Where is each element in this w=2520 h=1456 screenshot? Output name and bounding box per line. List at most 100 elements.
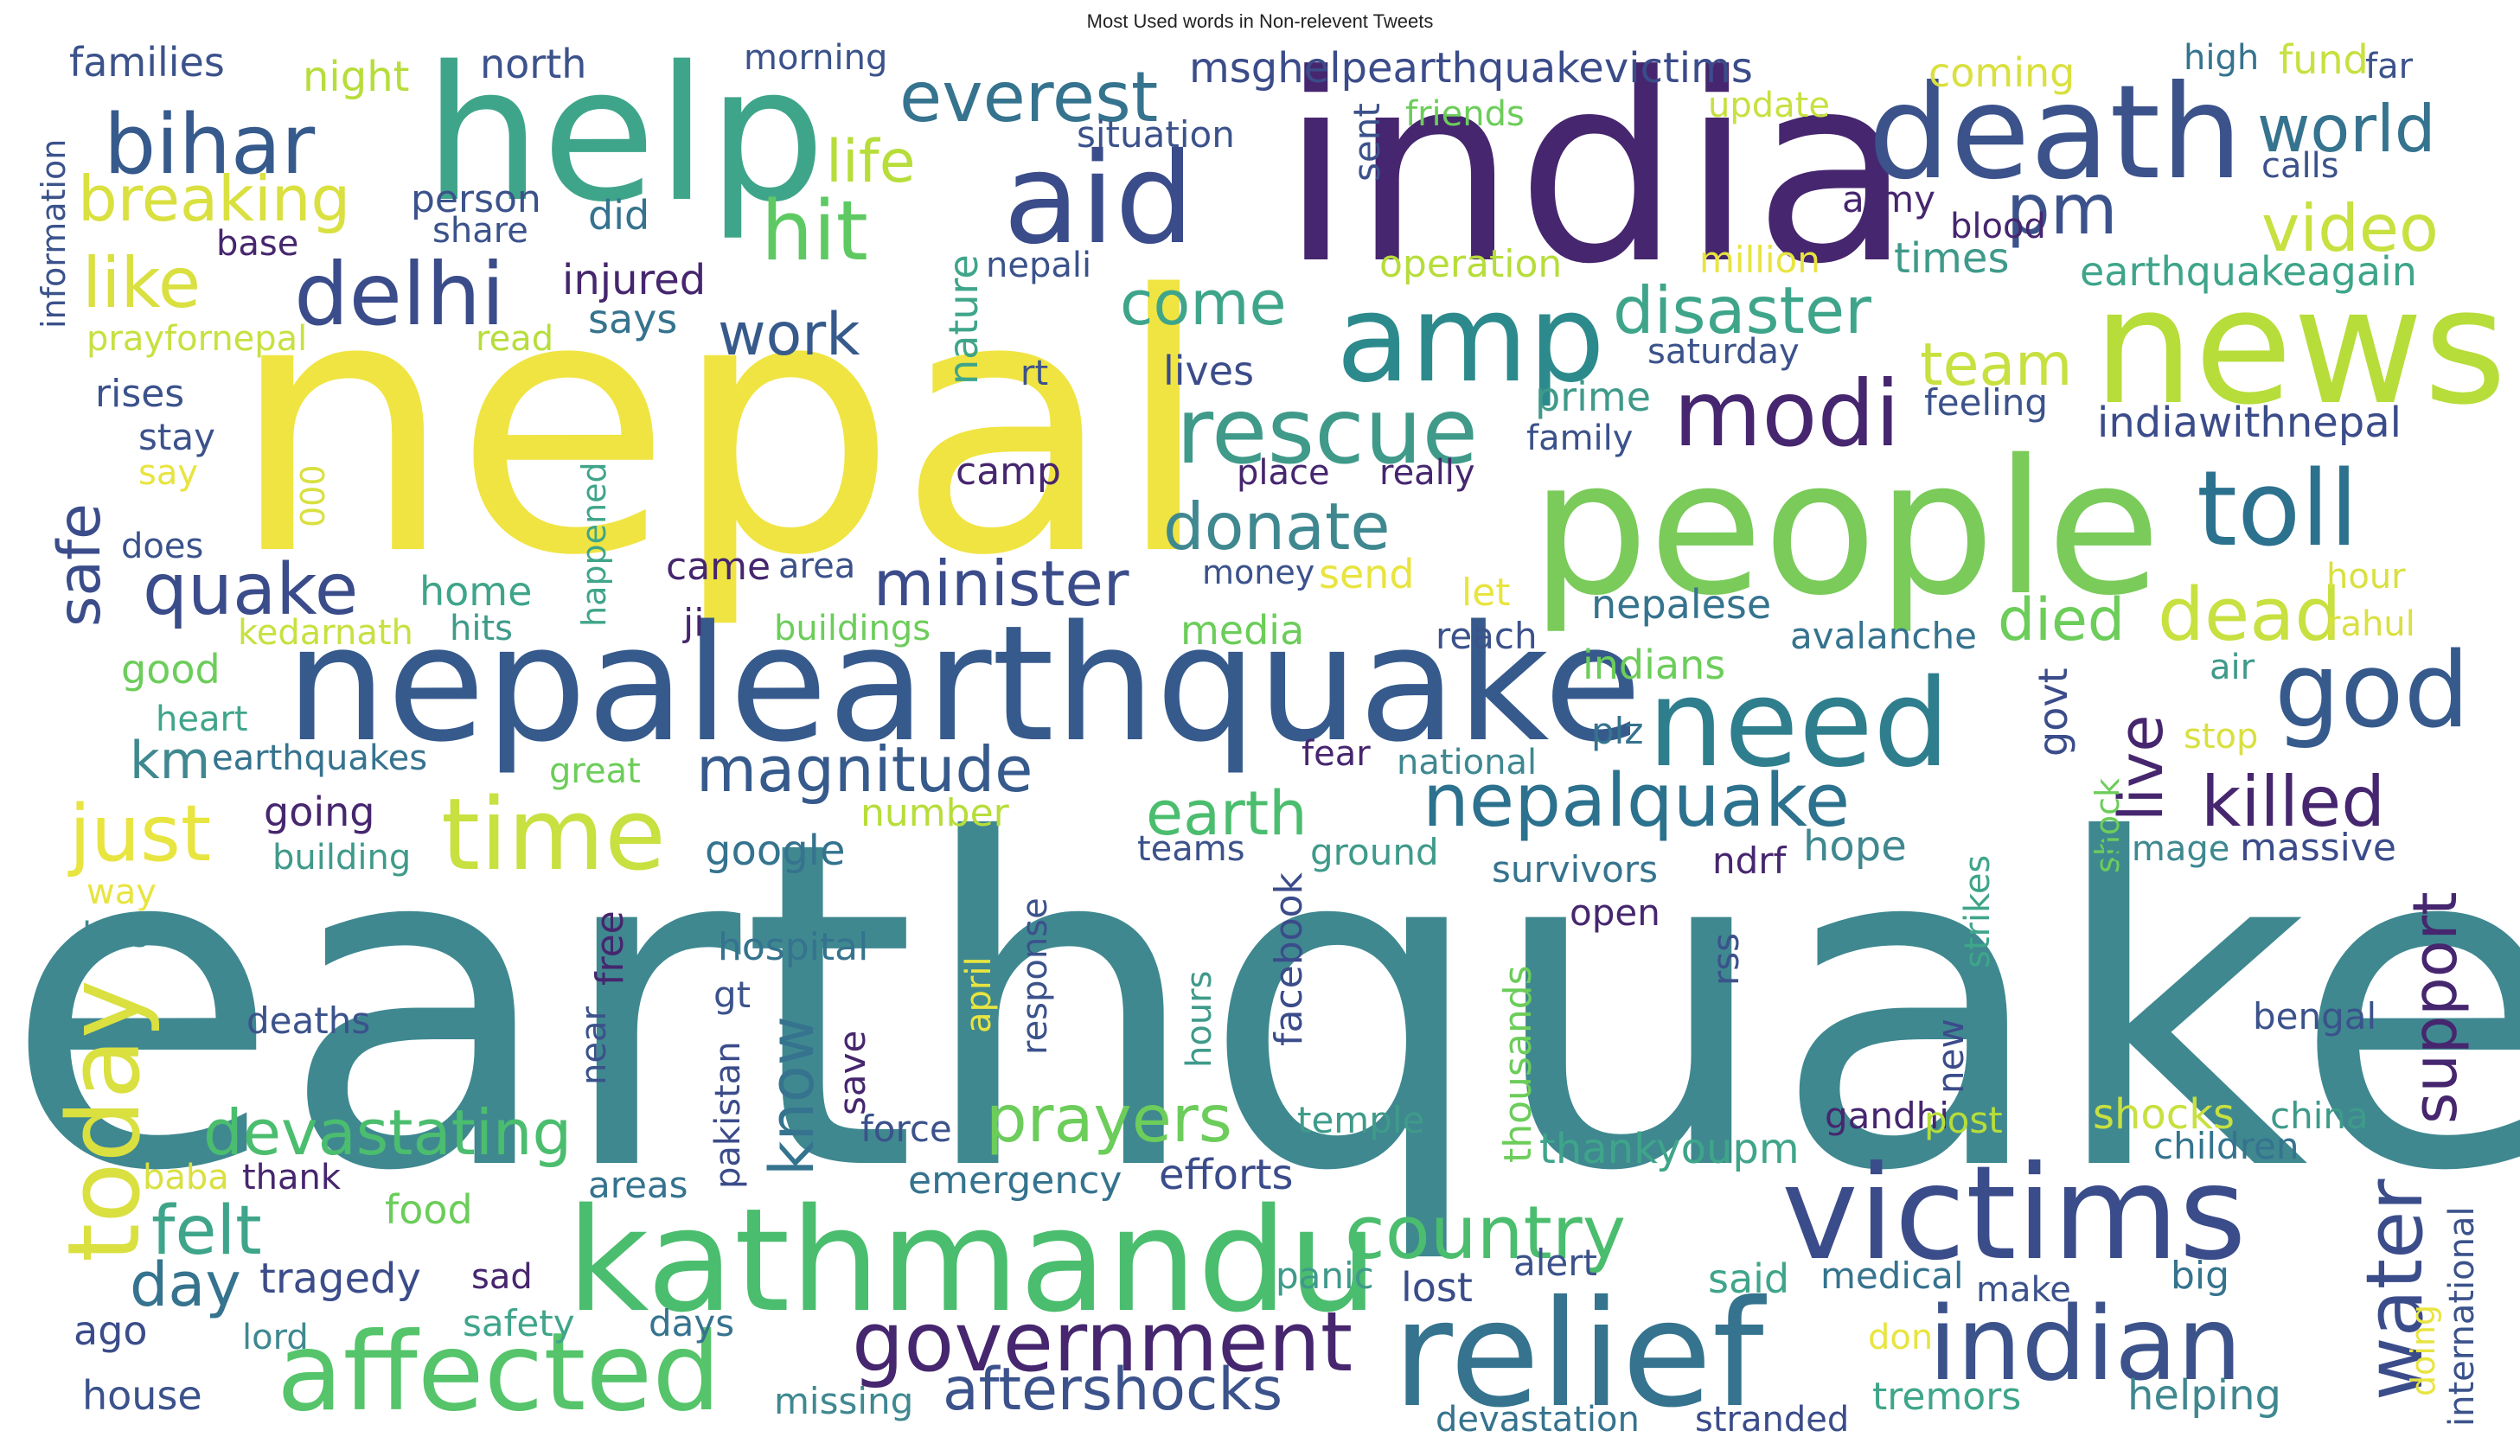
word-thankyoupm: thankyoupm — [1539, 1125, 1800, 1173]
word-response: response — [1015, 897, 1055, 1055]
word-force: force — [860, 1108, 952, 1150]
word-tremors: tremors — [1872, 1375, 2021, 1419]
word-base: base — [216, 224, 298, 264]
word-earthquakeagain: earthquakeagain — [2080, 248, 2417, 295]
word-magnitude: magnitude — [696, 733, 1033, 806]
word-number: number — [860, 791, 1010, 835]
word-really: really — [1379, 453, 1475, 493]
word-live: live — [2106, 715, 2177, 821]
word-rescue: rescue — [1176, 379, 1478, 484]
word-hours: hours — [1180, 971, 1219, 1068]
word-hour: hour — [2326, 557, 2406, 597]
word-shocks: shocks — [2093, 1090, 2235, 1139]
word-damage: damage — [2088, 829, 2229, 869]
word-sad: sad — [471, 1257, 533, 1297]
word-air: air — [2210, 648, 2255, 687]
word-hit: hit — [761, 184, 868, 279]
word-earthquakes: earthquakes — [212, 738, 427, 778]
word-doing: doing — [2404, 1305, 2442, 1396]
word-amp: amp — [1336, 269, 1605, 410]
word-free: free — [588, 910, 632, 986]
word-work: work — [718, 301, 860, 369]
word-relief: relief — [1392, 1269, 1768, 1440]
word-stop: stop — [2184, 717, 2258, 757]
word-friends: friends — [1405, 94, 1525, 134]
word-baba: baba — [143, 1158, 229, 1197]
word-rss: rss — [1705, 933, 1747, 986]
word-rahul: rahul — [2326, 604, 2415, 644]
word-modi: modi — [1673, 361, 1900, 467]
word-open: open — [1570, 891, 1660, 934]
word-nature: nature — [940, 254, 987, 385]
word-million: million — [1699, 239, 1820, 281]
word-fund: fund — [2279, 36, 2369, 83]
word-gt: gt — [713, 974, 751, 1016]
word-life: life — [826, 128, 916, 196]
word-earthquake: earthquake — [3, 745, 2520, 1269]
word-feeling: feeling — [1924, 381, 2048, 424]
word-god: god — [2274, 631, 2470, 751]
word-shock: shock — [2088, 778, 2127, 873]
word-pm: pm — [2006, 169, 2118, 250]
word-camp: camp — [956, 450, 1061, 494]
word-nepal: nepal — [229, 220, 1213, 633]
word-bengal: bengal — [2253, 995, 2376, 1038]
word-sent: sent — [1346, 103, 1388, 182]
word-house: house — [82, 1372, 202, 1419]
word-know: know — [757, 1016, 828, 1176]
word-day: day — [130, 1249, 241, 1320]
word-april: april — [959, 956, 999, 1033]
word-panic: panic — [1276, 1255, 1374, 1297]
word-night: night — [303, 53, 409, 101]
word-gandhi: gandhi — [1825, 1095, 1949, 1137]
word-alert: alert — [1513, 1242, 1597, 1284]
word-minister: minister — [873, 547, 1129, 620]
word-facebook: facebook — [1267, 872, 1311, 1046]
word-govt: govt — [2030, 667, 2076, 757]
word-money: money — [1202, 553, 1314, 591]
word-update: update — [1708, 86, 1830, 125]
word-building: building — [272, 838, 411, 878]
word-earth: earth — [1146, 778, 1308, 849]
word-breaking: breaking — [78, 163, 350, 235]
word-temple: temple — [1297, 1099, 1424, 1141]
word-operation: operation — [1379, 242, 1562, 286]
word-disaster: disaster — [1613, 272, 1871, 348]
word-make: make — [1976, 1270, 2071, 1310]
word-nepalearthquake: nepalearthquake — [285, 591, 1642, 777]
word-reach: reach — [1436, 615, 1538, 657]
word-kedarnath: kedarnath — [238, 613, 413, 653]
word-stay: stay — [138, 416, 215, 458]
word-near: near — [574, 1006, 614, 1085]
word-high: high — [2184, 38, 2259, 78]
word-today: today — [47, 980, 163, 1262]
word-world: world — [2257, 91, 2436, 167]
word-google: google — [705, 827, 846, 875]
word-000: 000 — [294, 464, 332, 527]
word-morning: morning — [744, 38, 887, 78]
word-home: home — [419, 568, 532, 615]
word-help: help — [424, 26, 826, 243]
word-aid: aid — [1003, 126, 1194, 272]
word-lord: lord — [242, 1318, 309, 1357]
word-national: national — [1397, 743, 1537, 782]
word-big: big — [2171, 1254, 2229, 1298]
word-hospital: hospital — [718, 925, 868, 969]
word-media: media — [1180, 607, 1304, 654]
word-indian: indian — [1928, 1284, 2242, 1403]
word-send: send — [1319, 551, 1415, 597]
word-prime: prime — [1535, 374, 1651, 420]
word-came: came — [666, 545, 771, 589]
word-missing: missing — [774, 1380, 913, 1422]
word-china: china — [2270, 1095, 2369, 1137]
word-plz: plz — [1591, 710, 1643, 752]
word-delhi: delhi — [294, 244, 505, 345]
word-hits: hits — [450, 609, 513, 648]
word-children: children — [2153, 1125, 2299, 1167]
word-kathmandu: kathmandu — [566, 1178, 1378, 1344]
word-people: people — [1531, 419, 2161, 636]
word-stranded: stranded — [1695, 1400, 1849, 1440]
word-donate: donate — [1163, 489, 1391, 565]
word-safe: safe — [46, 503, 114, 627]
word-save: save — [831, 1031, 873, 1115]
